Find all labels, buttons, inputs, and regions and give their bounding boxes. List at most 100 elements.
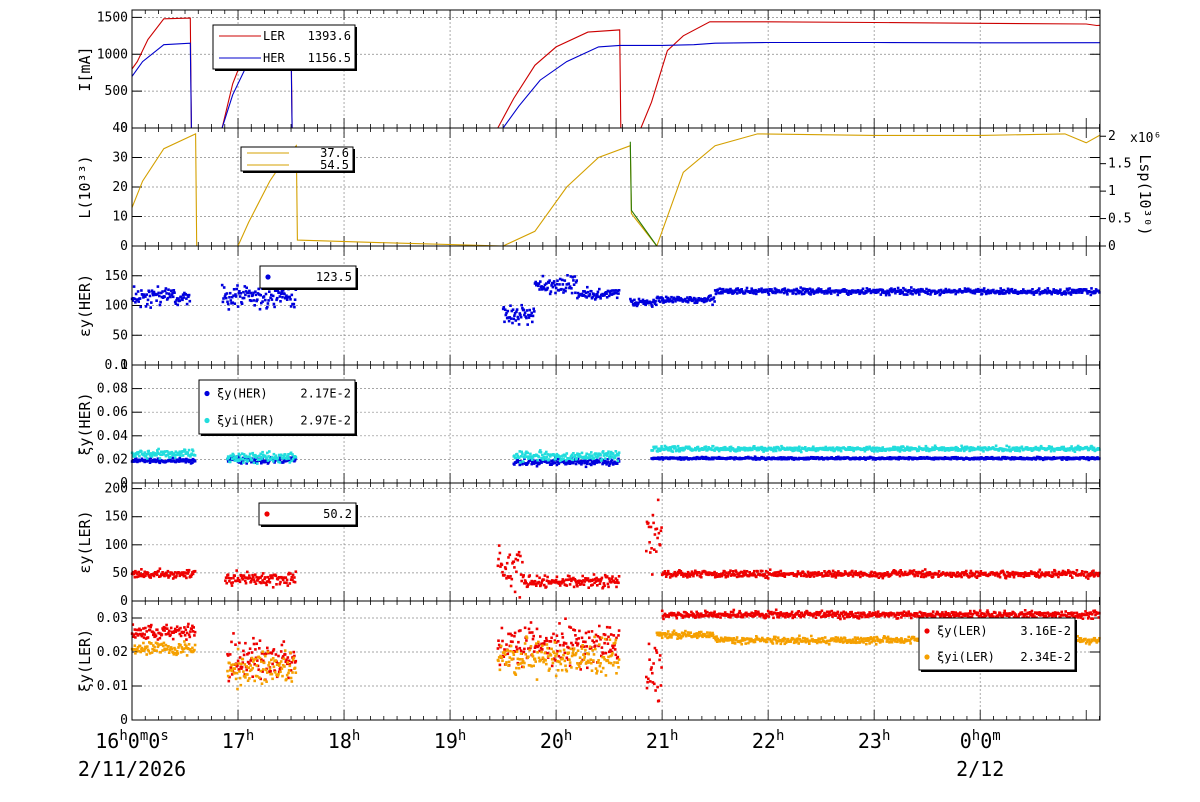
data-point — [254, 290, 257, 293]
data-point — [618, 575, 621, 578]
data-point — [254, 648, 257, 651]
data-point — [232, 577, 235, 580]
data-point — [165, 287, 168, 290]
data-point — [657, 499, 660, 502]
data-point — [1011, 288, 1014, 291]
data-point — [275, 454, 278, 457]
data-point — [135, 293, 138, 296]
data-point — [243, 297, 246, 300]
data-point — [617, 582, 620, 585]
legend-value: 54.5 — [320, 158, 349, 172]
data-point — [532, 308, 535, 311]
data-point — [633, 299, 636, 302]
data-point — [159, 457, 162, 460]
data-point — [522, 574, 525, 577]
data-point — [187, 452, 190, 455]
data-point — [279, 295, 282, 298]
data-point — [607, 450, 610, 453]
y-axis-label: εy(HER) — [76, 274, 94, 337]
data-point — [242, 291, 245, 294]
data-point — [273, 303, 276, 306]
data-point — [556, 279, 559, 282]
data-point — [614, 581, 617, 584]
data-point — [170, 289, 173, 292]
data-point — [561, 279, 564, 282]
y-tick-label: 0.06 — [97, 405, 128, 420]
data-point — [255, 582, 258, 585]
data-point — [611, 575, 614, 578]
data-point — [1039, 569, 1042, 572]
data-point — [557, 640, 560, 643]
data-point — [281, 644, 284, 647]
data-point — [602, 652, 605, 655]
data-point — [960, 576, 963, 579]
data-point — [188, 294, 191, 297]
data-point — [497, 647, 500, 650]
data-point — [149, 295, 152, 298]
data-point — [183, 631, 186, 634]
data-point — [277, 655, 280, 658]
data-point — [192, 450, 195, 453]
data-point — [231, 581, 234, 584]
data-point — [250, 300, 253, 303]
data-point — [649, 551, 652, 554]
data-point — [719, 616, 722, 619]
data-point — [523, 456, 526, 459]
data-point — [189, 636, 192, 639]
data-point — [223, 286, 226, 289]
data-point — [965, 570, 968, 573]
legend-value: 2.97E-2 — [300, 414, 351, 428]
data-point — [497, 558, 500, 561]
data-point — [769, 568, 772, 571]
data-point — [280, 454, 283, 457]
data-point — [285, 582, 288, 585]
data-point — [144, 627, 147, 630]
data-point — [509, 554, 512, 557]
data-point — [188, 633, 191, 636]
data-point — [1047, 287, 1050, 290]
y-tick-label: 30 — [112, 151, 128, 166]
data-point — [279, 461, 282, 464]
data-point — [593, 641, 596, 644]
data-point — [150, 624, 153, 627]
legend-name: ξyi(HER) — [217, 414, 275, 428]
y-tick-label: 150 — [105, 510, 128, 525]
data-point — [809, 293, 812, 296]
data-point — [804, 446, 807, 449]
data-point — [543, 456, 546, 459]
data-point — [528, 574, 531, 577]
data-point — [275, 575, 278, 578]
data-point — [649, 680, 652, 683]
data-point — [265, 584, 268, 587]
data-point — [183, 626, 186, 629]
data-point — [285, 659, 288, 662]
y-tick-label: 40 — [112, 121, 128, 136]
data-point — [813, 575, 816, 578]
data-point — [290, 305, 293, 308]
data-point — [225, 582, 228, 585]
data-point — [568, 282, 571, 285]
data-point — [515, 646, 518, 649]
data-point — [560, 288, 563, 291]
y2-tick-label: 0.5 — [1108, 212, 1131, 227]
data-point — [584, 641, 587, 644]
data-point — [870, 571, 873, 574]
data-point — [291, 294, 294, 297]
data-point — [932, 575, 935, 578]
data-point — [519, 555, 522, 558]
data-point — [271, 577, 274, 580]
data-point — [281, 296, 284, 299]
data-point — [194, 570, 197, 573]
data-point — [531, 458, 534, 461]
data-point — [293, 576, 296, 579]
data-point — [780, 570, 783, 573]
data-point — [168, 292, 171, 295]
data-point — [605, 652, 608, 655]
data-point — [847, 293, 850, 296]
data-point — [656, 537, 659, 540]
data-point — [546, 576, 549, 579]
data-point — [590, 451, 593, 454]
data-point — [242, 650, 245, 653]
data-point — [266, 647, 269, 650]
